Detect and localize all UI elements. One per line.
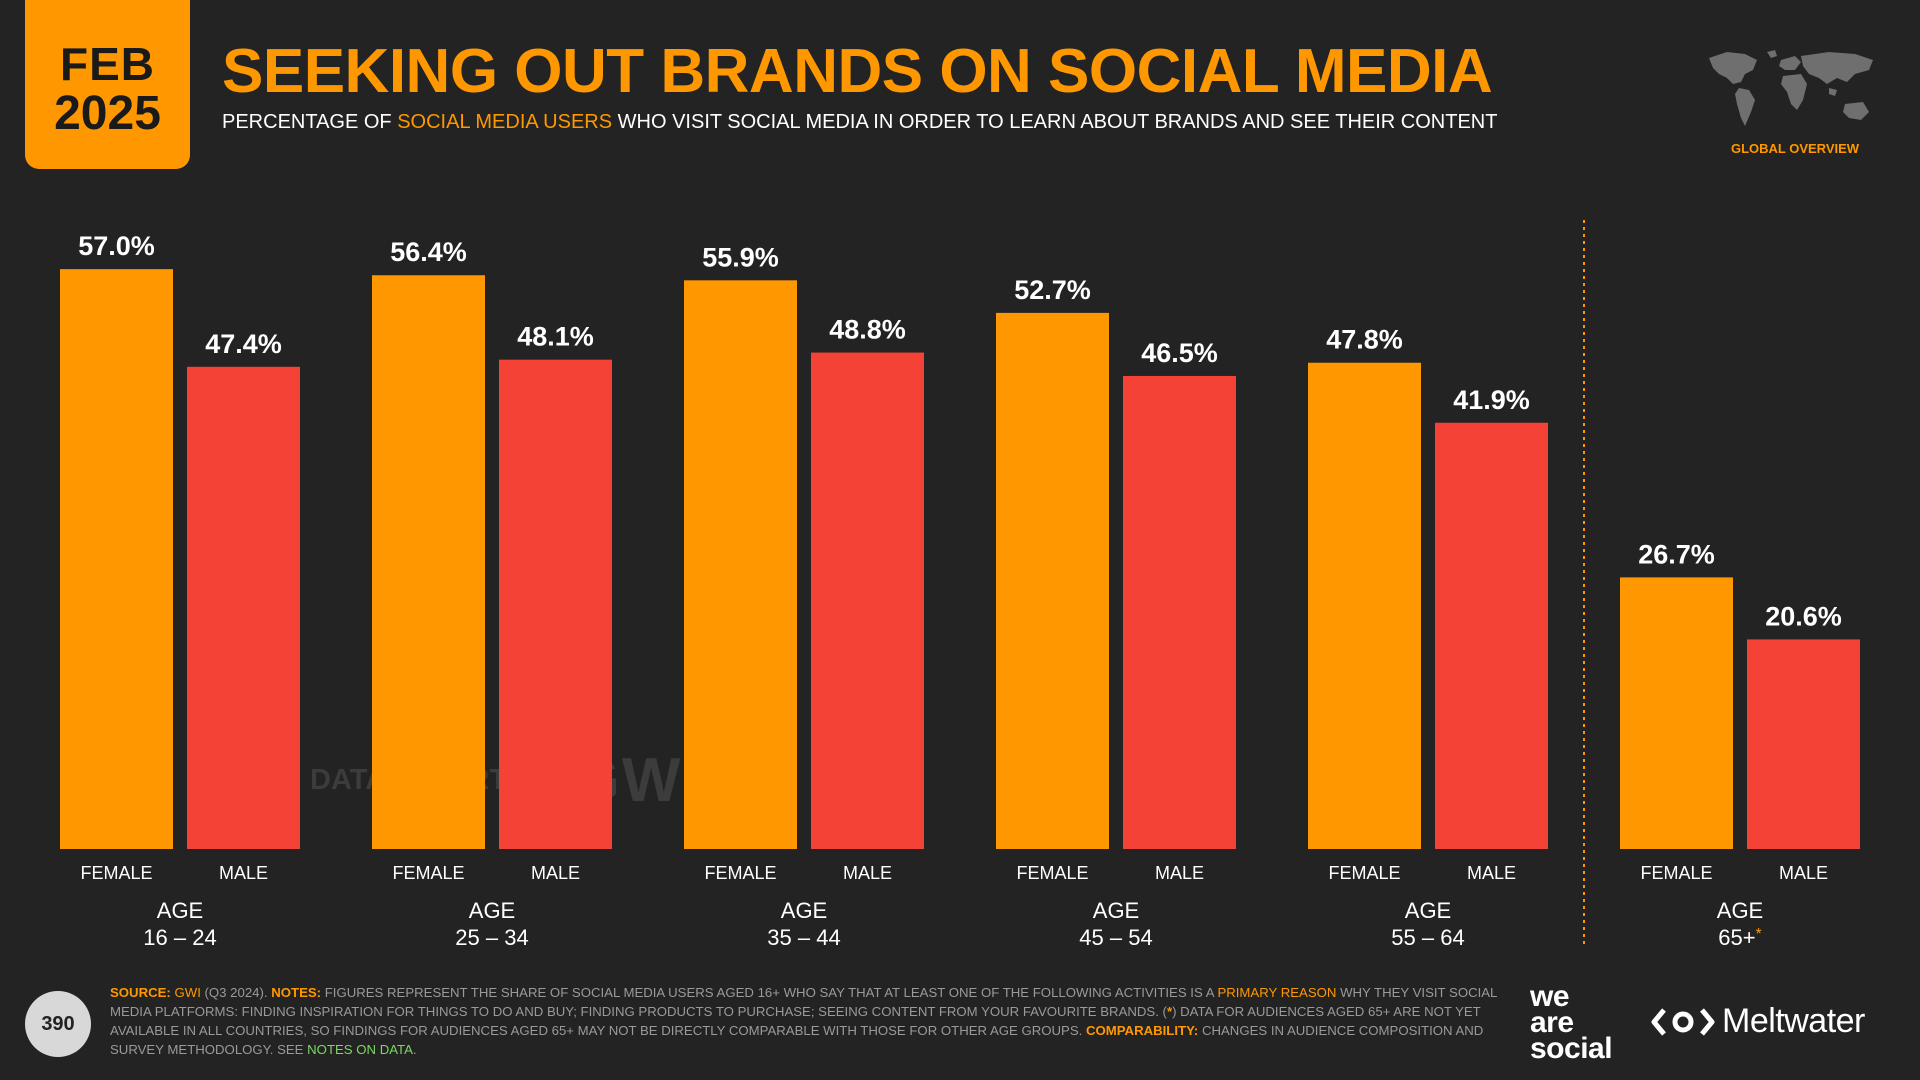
data-label-female: 52.7%	[1014, 275, 1091, 305]
category-label-male: MALE	[1779, 863, 1828, 883]
category-label-male: MALE	[1155, 863, 1204, 883]
data-label-female: 56.4%	[390, 237, 467, 267]
subtitle-part2: WHO VISIT SOCIAL MEDIA IN ORDER TO LEARN…	[612, 111, 1498, 133]
bar-male	[811, 352, 924, 849]
age-range-label: 45 – 54	[1079, 925, 1152, 950]
notes-text-3: ) DATA FOR AUDIENCES AGED 65+ ARE NOT YE…	[110, 1004, 1481, 1038]
source-detail: (Q3 2024).	[200, 985, 272, 1000]
bar-female	[684, 280, 797, 849]
notes-text-2: WHY THEY VISIT SOCIAL MEDIA PLATFORMS: F…	[110, 985, 1497, 1019]
bar-male	[187, 366, 300, 849]
data-label-female: 57.0%	[78, 231, 155, 261]
page-number: 390	[25, 991, 91, 1057]
bar-female	[1308, 362, 1421, 849]
date-badge: FEB 2025	[25, 0, 190, 169]
was-line-2: are	[1530, 1006, 1574, 1039]
age-range-label: 16 – 24	[143, 925, 216, 950]
age-prefix-label: AGE	[469, 898, 515, 923]
age-prefix-label: AGE	[1405, 898, 1451, 923]
source-name: GWI	[174, 985, 201, 1000]
data-label-male: 47.4%	[205, 329, 282, 359]
subtitle-part1: PERCENTAGE OF	[222, 111, 398, 133]
date-month: FEB	[60, 38, 155, 90]
category-label-male: MALE	[1467, 863, 1516, 883]
bar-female	[996, 312, 1109, 849]
bar-male	[1747, 639, 1860, 849]
age-prefix-label: AGE	[1717, 898, 1763, 923]
meltwater-name: Meltwater	[1722, 1002, 1865, 1040]
notes-on-data-link[interactable]: NOTES ON DATA	[307, 1042, 413, 1057]
primary-reason: PRIMARY REASON	[1217, 985, 1337, 1000]
age-range-label: 25 – 34	[455, 925, 528, 950]
notes-label: NOTES:	[271, 985, 322, 1000]
date-year: 2025	[54, 87, 161, 140]
bar-male	[1123, 375, 1236, 849]
bar-female	[1620, 577, 1733, 849]
bar-male	[1435, 422, 1548, 849]
page-title: SEEKING OUT BRANDS ON SOCIAL MEDIA	[222, 37, 1493, 106]
data-label-female: 47.8%	[1326, 325, 1403, 355]
category-label-female: FEMALE	[1328, 863, 1400, 883]
was-line-3: social	[1530, 1032, 1613, 1065]
bar-female	[372, 275, 485, 849]
subtitle-highlight: SOCIAL MEDIA USERS	[397, 111, 613, 133]
category-label-male: MALE	[843, 863, 892, 883]
data-label-male: 20.6%	[1765, 601, 1842, 631]
footnote: SOURCE: GWI (Q3 2024). NOTES: FIGURES RE…	[110, 983, 1500, 1059]
meltwater-mark-icon	[1651, 1007, 1715, 1036]
category-label-male: MALE	[531, 863, 580, 883]
age-range-label: 65+*	[1718, 925, 1762, 950]
data-label-male: 41.9%	[1453, 385, 1530, 415]
age-marker-asterisk: *	[1756, 926, 1762, 943]
page-subtitle: PERCENTAGE OF SOCIAL MEDIA USERS WHO VIS…	[222, 111, 1497, 134]
age-prefix-label: AGE	[1093, 898, 1139, 923]
data-label-male: 48.8%	[829, 315, 906, 345]
data-label-male: 48.1%	[517, 322, 594, 352]
age-prefix-label: AGE	[157, 898, 203, 923]
data-label-female: 55.9%	[702, 242, 779, 272]
category-label-female: FEMALE	[1016, 863, 1088, 883]
was-line-1: we	[1530, 980, 1570, 1013]
age-range-label: 35 – 44	[767, 925, 840, 950]
category-label-female: FEMALE	[80, 863, 152, 883]
comparability-label: COMPARABILITY:	[1085, 1023, 1199, 1038]
we-are-social-logo: we are social	[1530, 980, 1630, 1065]
meltwater-logo: Meltwater	[1650, 1002, 1865, 1041]
bar-female	[60, 269, 173, 849]
category-label-male: MALE	[219, 863, 268, 883]
bar-male	[499, 359, 612, 849]
footnote-end: .	[412, 1042, 417, 1057]
region-label: GLOBAL OVERVIEW	[1730, 141, 1860, 156]
age-range-label: 55 – 64	[1391, 925, 1464, 950]
category-label-female: FEMALE	[1640, 863, 1712, 883]
notes-text-1: FIGURES REPRESENT THE SHARE OF SOCIAL ME…	[321, 985, 1218, 1000]
category-label-female: FEMALE	[392, 863, 464, 883]
data-label-male: 46.5%	[1141, 338, 1218, 368]
footnote-asterisk: *	[1166, 1004, 1173, 1019]
age-prefix-label: AGE	[781, 898, 827, 923]
source-label: SOURCE:	[110, 985, 171, 1000]
category-label-female: FEMALE	[704, 863, 776, 883]
comparability-text: CHANGES IN AUDIENCE COMPOSITION AND SURV…	[110, 1023, 1484, 1057]
world-map-icon	[1709, 50, 1873, 126]
data-label-female: 26.7%	[1638, 539, 1715, 569]
